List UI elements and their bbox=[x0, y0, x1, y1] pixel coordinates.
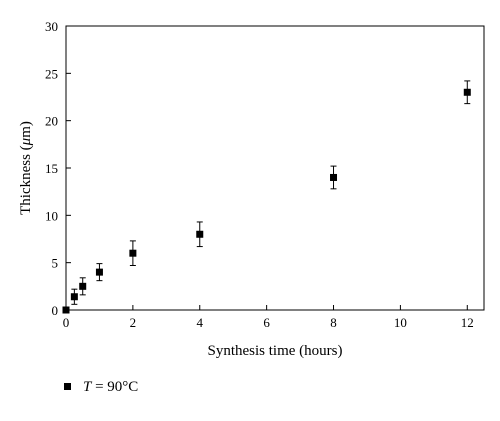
x-tick-label: 6 bbox=[263, 315, 270, 330]
y-axis-label: Thickness (μm) bbox=[18, 121, 34, 215]
data-point bbox=[62, 306, 70, 314]
y-axis-ticks: 0 5 10 15 20 25 30 bbox=[45, 19, 71, 318]
data-point bbox=[95, 268, 103, 276]
data-points bbox=[62, 80, 471, 314]
data-point bbox=[196, 230, 204, 238]
y-tick-label: 30 bbox=[45, 19, 58, 34]
legend-marker bbox=[64, 383, 71, 390]
x-tick-label: 12 bbox=[461, 315, 474, 330]
y-tick-label: 0 bbox=[52, 303, 59, 318]
y-tick-label: 15 bbox=[45, 161, 58, 176]
data-point bbox=[79, 282, 87, 290]
legend-value: = 90°C bbox=[91, 379, 138, 395]
data-point bbox=[330, 173, 338, 181]
x-axis-ticks: 0 2 4 6 8 10 12 bbox=[63, 305, 474, 330]
x-tick-label: 4 bbox=[197, 315, 204, 330]
y-tick-label: 10 bbox=[45, 208, 58, 223]
y-tick-label: 20 bbox=[45, 114, 58, 129]
legend: T = 90°C bbox=[64, 379, 138, 395]
y-axis-label-prefix: Thickness ( bbox=[18, 145, 34, 215]
y-axis-label-suffix: m) bbox=[18, 121, 34, 138]
x-axis-label: Synthesis time (hours) bbox=[208, 343, 343, 359]
y-axis-label-unit: μ bbox=[18, 137, 34, 146]
x-tick-label: 10 bbox=[394, 315, 407, 330]
legend-label: T = 90°C bbox=[83, 379, 138, 395]
plot-frame bbox=[65, 25, 485, 311]
data-point bbox=[70, 293, 78, 301]
y-tick-label: 5 bbox=[52, 256, 59, 271]
data-point bbox=[463, 88, 471, 96]
x-tick-label: 2 bbox=[130, 315, 137, 330]
legend-variable: T bbox=[83, 379, 93, 395]
x-tick-label: 0 bbox=[63, 315, 70, 330]
x-tick-label: 8 bbox=[330, 315, 337, 330]
y-tick-label: 25 bbox=[45, 66, 58, 81]
data-point bbox=[129, 249, 137, 257]
